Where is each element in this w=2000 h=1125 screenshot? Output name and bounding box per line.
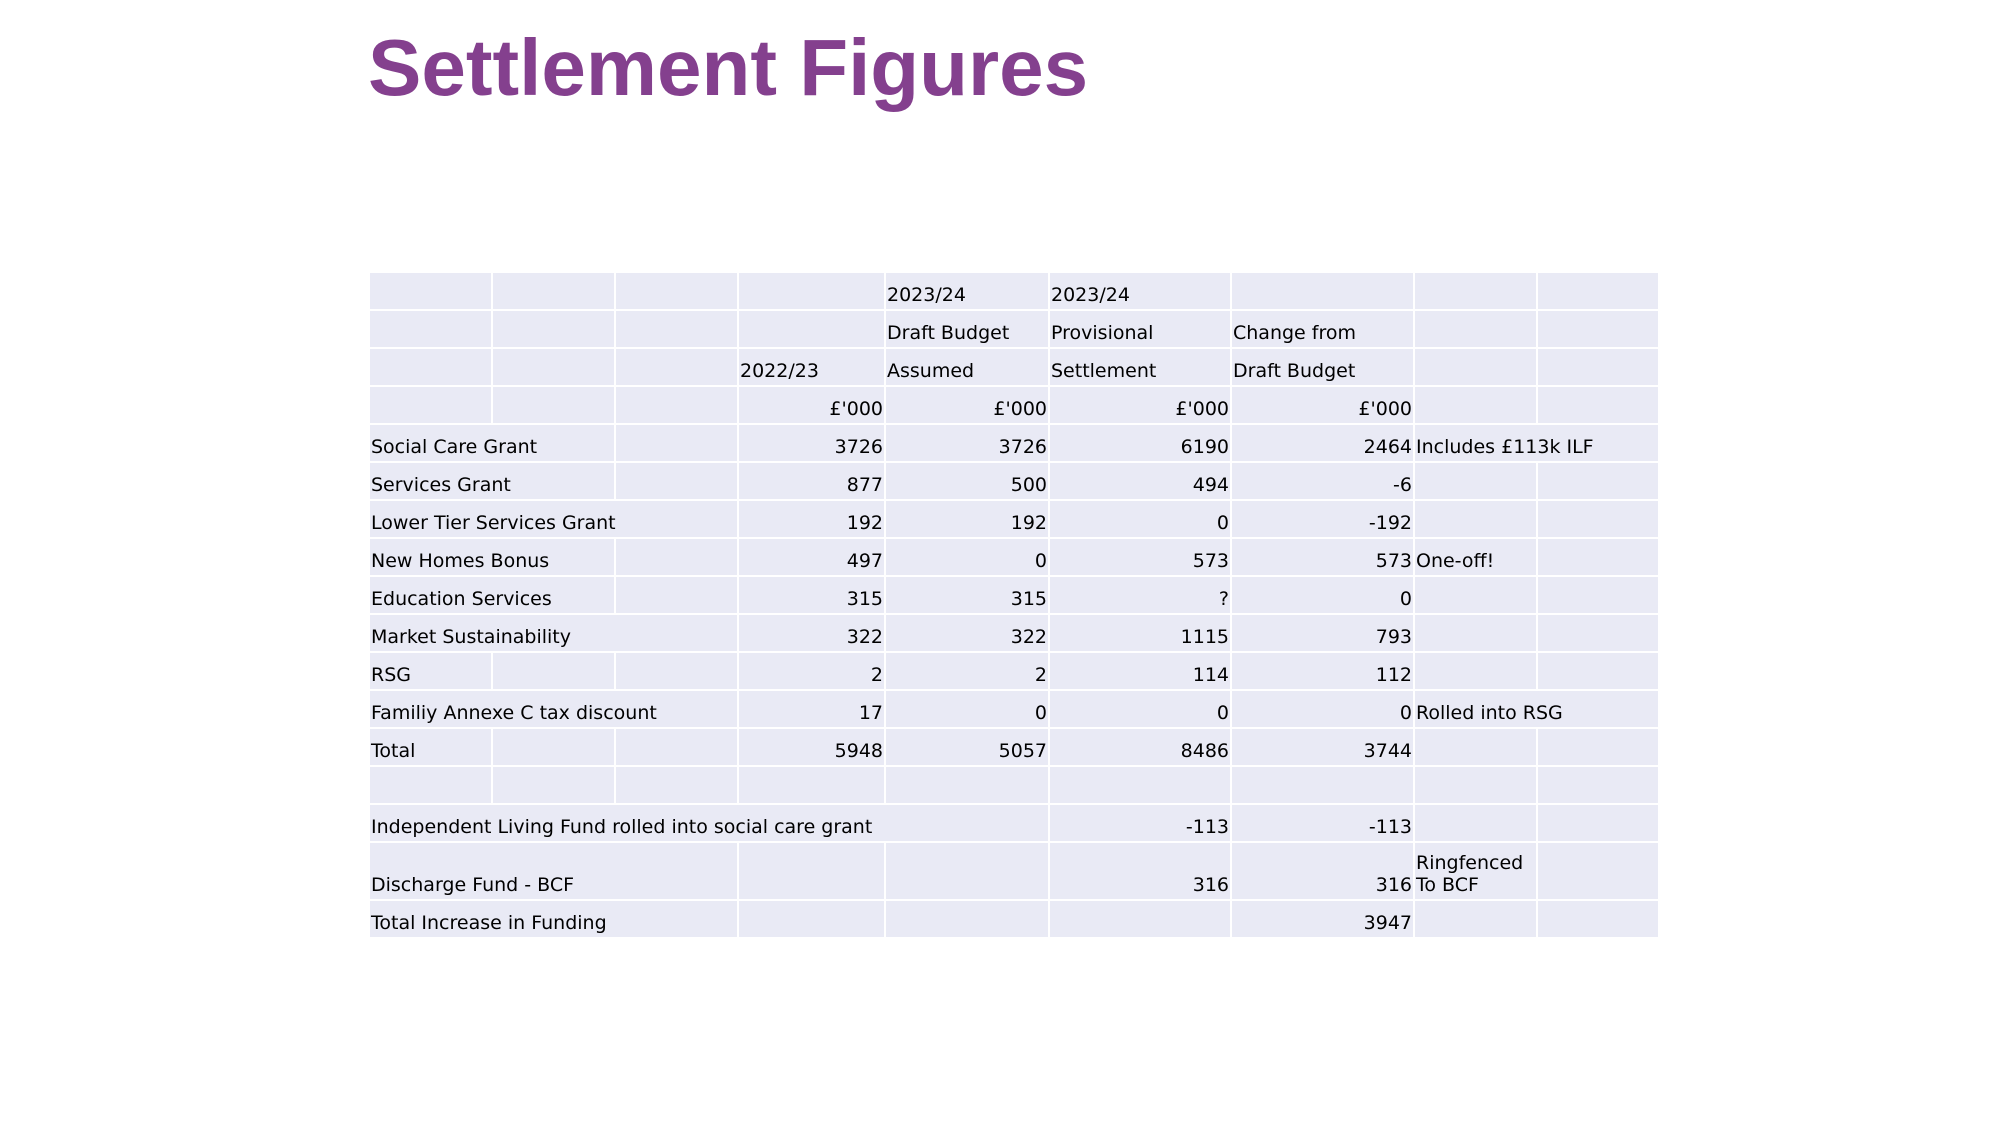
empty-row (368, 765, 1660, 805)
table-row: New Homes Bonus 497 0 573 573 One-off! (368, 537, 1660, 577)
cell-draft: 3726 (884, 423, 1050, 463)
cell-2022: 497 (737, 537, 886, 577)
cell-provisional: ? (1048, 575, 1232, 615)
cell-draft: 315 (884, 575, 1050, 615)
settlement-table: 2023/24 2023/24 Draft Budget Provisional… (368, 271, 1660, 939)
row-label: Discharge Fund - BCF (368, 841, 739, 901)
cell-note (1413, 461, 1538, 501)
cell-note (1413, 575, 1538, 615)
header-row: Draft Budget Provisional Change from (368, 309, 1660, 349)
note-line: To BCF (1416, 874, 1479, 896)
cell-change: 3744 (1230, 727, 1415, 767)
cell-2022: 322 (737, 613, 886, 653)
row-label: Total Increase in Funding (368, 899, 739, 939)
cell-change: 3947 (1230, 899, 1415, 939)
cell-2022: 877 (737, 461, 886, 501)
table-row: Education Services 315 315 ? 0 (368, 575, 1660, 615)
row-label: Education Services (368, 575, 616, 615)
cell-note: Includes £113k ILF (1413, 423, 1660, 463)
cell-draft: 0 (884, 689, 1050, 729)
table-row: Total Increase in Funding 3947 (368, 899, 1660, 939)
cell-draft: 0 (884, 537, 1050, 577)
cell-2022: 17 (737, 689, 886, 729)
cell-note: Ringfenced To BCF (1413, 841, 1538, 901)
cell-2022: 192 (737, 499, 886, 539)
header-provisional-settlement: Settlement (1048, 347, 1232, 387)
header-2022-year: 2022/23 (737, 347, 886, 387)
header-change-label: Change from (1230, 309, 1415, 349)
cell-provisional: 6190 (1048, 423, 1232, 463)
cell-provisional: 8486 (1048, 727, 1232, 767)
cell-2022: 3726 (737, 423, 886, 463)
slide-title: Settlement Figures (368, 23, 1089, 112)
table-row: Market Sustainability 322 322 1115 793 (368, 613, 1660, 653)
row-label: Familiy Annexe C tax discount (368, 689, 739, 729)
header-provisional-label: Provisional (1048, 309, 1232, 349)
cell-provisional: 0 (1048, 499, 1232, 539)
cell-note: One-off! (1413, 537, 1538, 577)
cell-draft: 500 (884, 461, 1050, 501)
unit-provisional: £'000 (1048, 385, 1232, 425)
header-draft-year: 2023/24 (884, 271, 1050, 311)
cell-provisional: 0 (1048, 689, 1232, 729)
row-label: RSG (368, 651, 493, 691)
cell-note: Rolled into RSG (1413, 689, 1660, 729)
cell-provisional: 494 (1048, 461, 1232, 501)
cell-note (1413, 499, 1538, 539)
cell-2022: 2 (737, 651, 886, 691)
cell-draft: 5057 (884, 727, 1050, 767)
cell-draft: 2 (884, 651, 1050, 691)
header-draft-assumed: Assumed (884, 347, 1050, 387)
cell-change: 0 (1230, 575, 1415, 615)
table-row: Services Grant 877 500 494 -6 (368, 461, 1660, 501)
table-row: Total 5948 5057 8486 3744 (368, 727, 1660, 767)
table-row: Lower Tier Services Grant 192 192 0 -192 (368, 499, 1660, 539)
header-row: 2022/23 Assumed Settlement Draft Budget (368, 347, 1660, 387)
row-label: Independent Living Fund rolled into soci… (368, 803, 1050, 843)
units-row: £'000 £'000 £'000 £'000 (368, 385, 1660, 425)
cell-change: 2464 (1230, 423, 1415, 463)
cell-provisional: 316 (1048, 841, 1232, 901)
table-row: Social Care Grant 3726 3726 6190 2464 In… (368, 423, 1660, 463)
cell-change: 0 (1230, 689, 1415, 729)
cell-provisional: 1115 (1048, 613, 1232, 653)
cell-change: 793 (1230, 613, 1415, 653)
row-label: Market Sustainability (368, 613, 739, 653)
header-draft-label: Draft Budget (884, 309, 1050, 349)
cell-provisional: -113 (1048, 803, 1232, 843)
header-change-draft-budget: Draft Budget (1230, 347, 1415, 387)
cell-note (1413, 727, 1538, 767)
cell-draft: 192 (884, 499, 1050, 539)
row-label: Social Care Grant (368, 423, 616, 463)
unit-change: £'000 (1230, 385, 1415, 425)
cell-note (1413, 651, 1538, 691)
header-row: 2023/24 2023/24 (368, 271, 1660, 311)
cell-provisional: 573 (1048, 537, 1232, 577)
cell-draft: 322 (884, 613, 1050, 653)
row-label: Lower Tier Services Grant (368, 499, 739, 539)
cell-2022: 315 (737, 575, 886, 615)
table-row: RSG 2 2 114 112 (368, 651, 1660, 691)
cell-change: -192 (1230, 499, 1415, 539)
cell-change: 573 (1230, 537, 1415, 577)
header-provisional-year: 2023/24 (1048, 271, 1232, 311)
note-line: Ringfenced (1416, 852, 1524, 874)
cell-provisional: 114 (1048, 651, 1232, 691)
cell-change: 316 (1230, 841, 1415, 901)
unit-2022: £'000 (737, 385, 886, 425)
row-label: Total (368, 727, 493, 767)
cell-2022: 5948 (737, 727, 886, 767)
cell-note (1413, 613, 1538, 653)
table-row: Familiy Annexe C tax discount 17 0 0 0 R… (368, 689, 1660, 729)
table-row: Independent Living Fund rolled into soci… (368, 803, 1660, 843)
unit-draft: £'000 (884, 385, 1050, 425)
table-row: Discharge Fund - BCF 316 316 Ringfenced … (368, 841, 1660, 901)
cell-change: -113 (1230, 803, 1415, 843)
cell-change: 112 (1230, 651, 1415, 691)
row-label: Services Grant (368, 461, 616, 501)
cell-change: -6 (1230, 461, 1415, 501)
row-label: New Homes Bonus (368, 537, 616, 577)
